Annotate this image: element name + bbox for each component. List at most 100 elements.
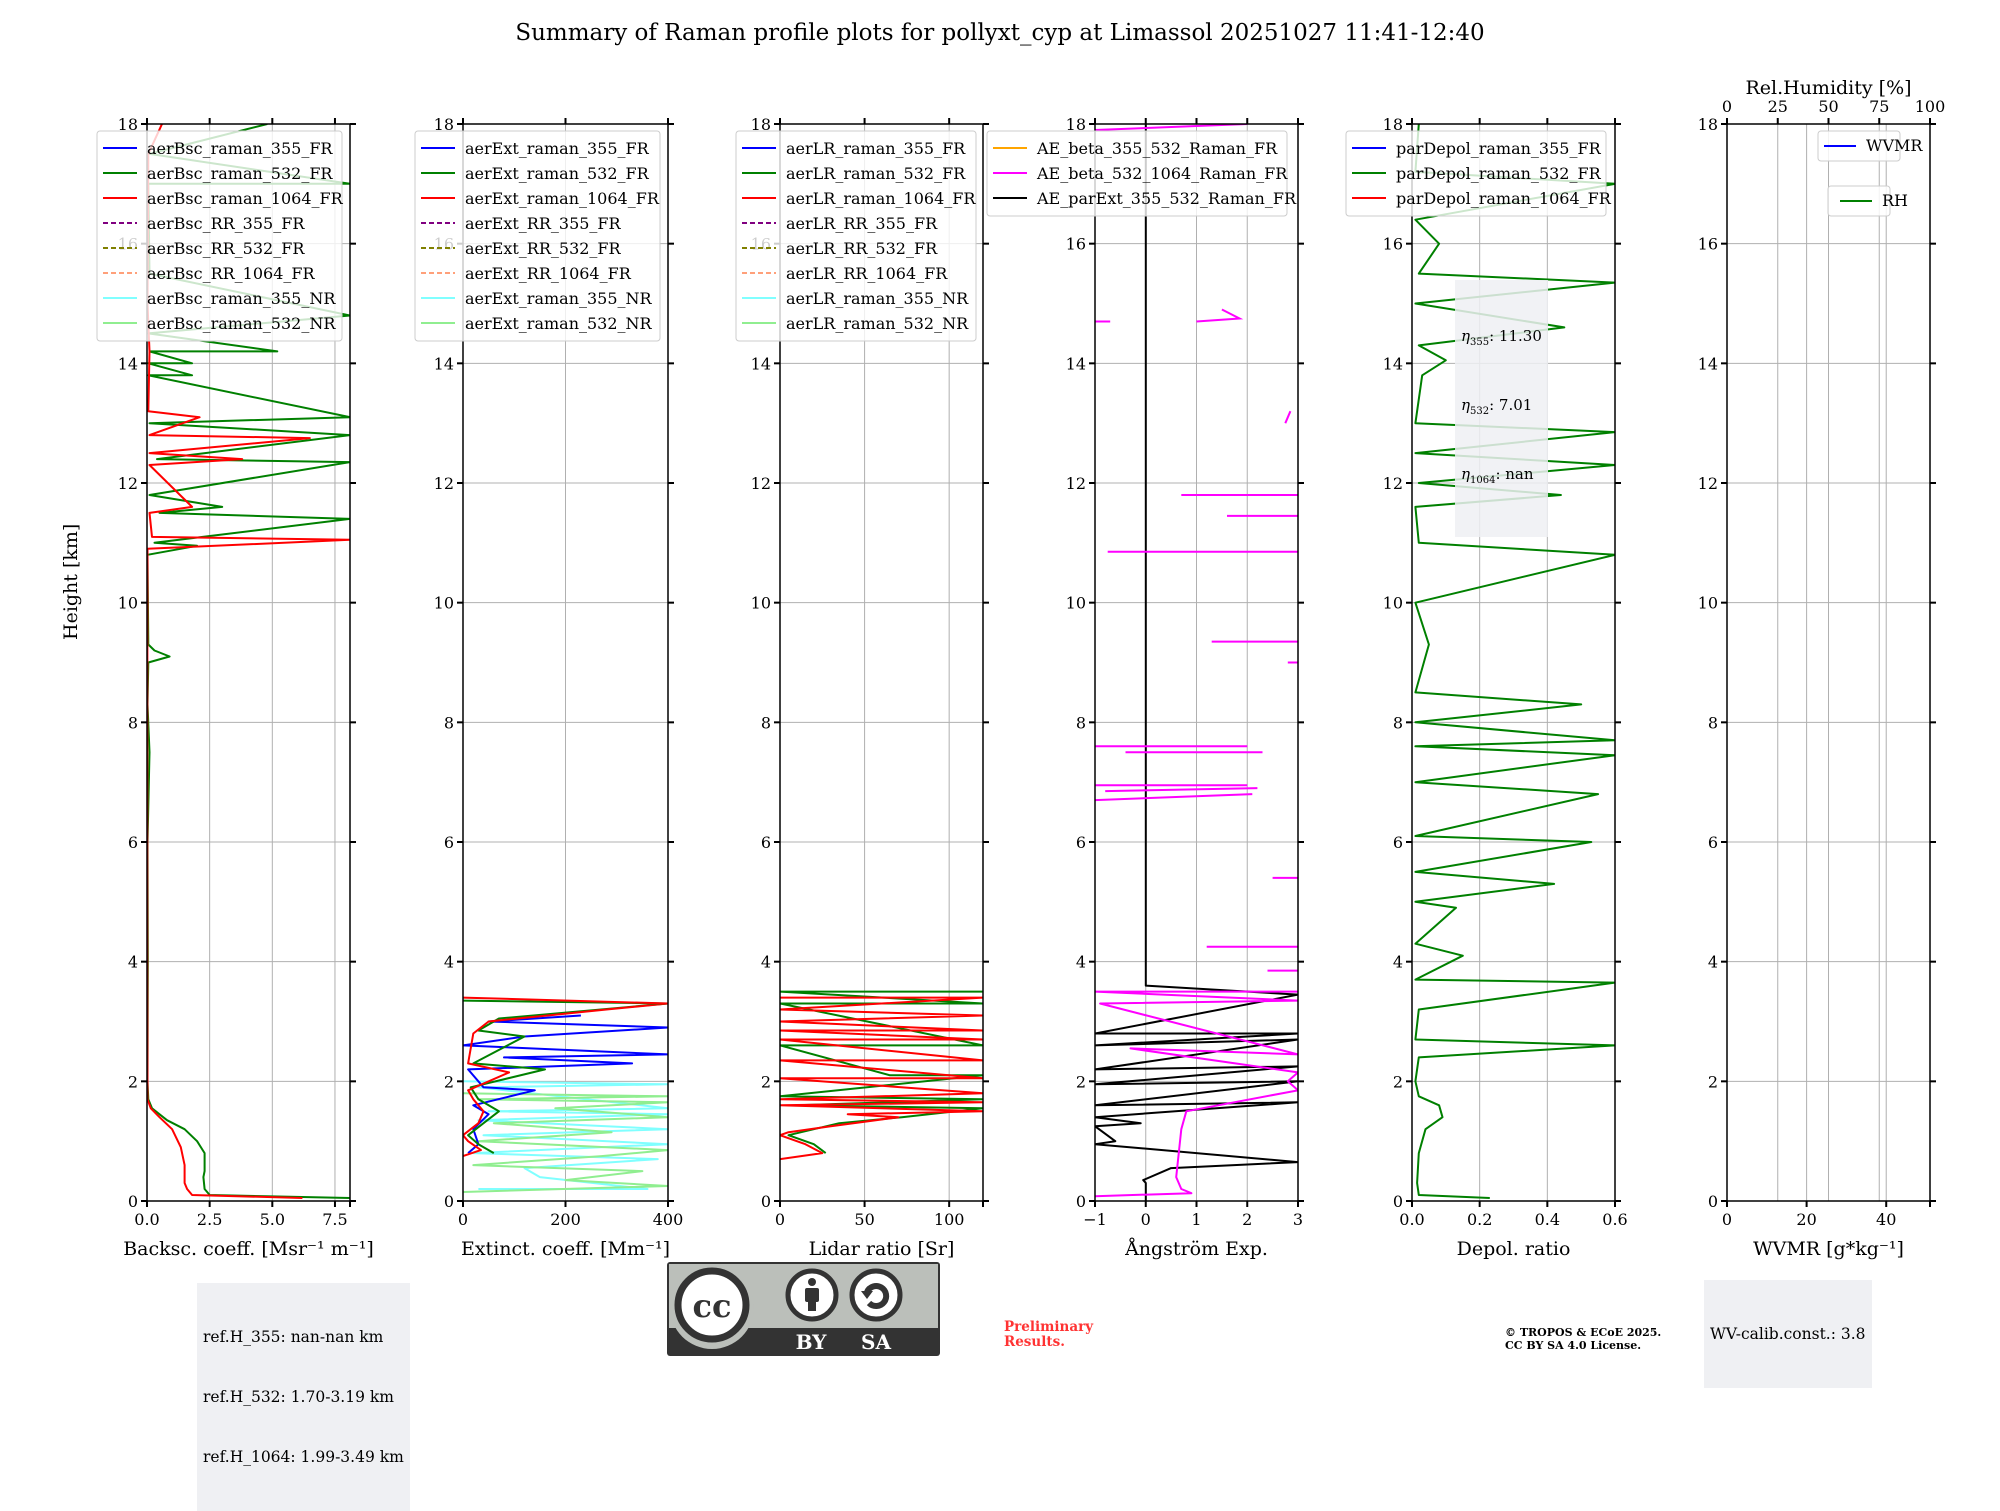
y-tick-label: 10 bbox=[118, 594, 138, 613]
y-tick-label: 12 bbox=[118, 474, 138, 493]
y-tick-label: 0 bbox=[128, 1192, 138, 1211]
series-segment bbox=[1196, 308, 1244, 323]
by-label: BY bbox=[796, 1330, 828, 1354]
y-tick-label: 14 bbox=[118, 354, 138, 373]
ref-height-355: ref.H_355: nan-nan km bbox=[203, 1328, 384, 1346]
x-tick-label: 0 bbox=[775, 1210, 785, 1229]
top-x-tick-label: 75 bbox=[1869, 97, 1889, 116]
legend-label: aerExt_RR_532_FR bbox=[465, 239, 622, 258]
y-tick-label: 6 bbox=[444, 833, 454, 852]
y-tick-label: 18 bbox=[751, 115, 771, 134]
legend-label: aerLR_raman_355_FR bbox=[786, 139, 966, 158]
x-tick-label: 0.2 bbox=[1467, 1210, 1492, 1229]
y-tick-label: 4 bbox=[1708, 953, 1718, 972]
y-tick-label: 10 bbox=[434, 594, 454, 613]
x-tick-label: 0.6 bbox=[1602, 1210, 1627, 1229]
x-tick-label: 0.4 bbox=[1535, 1210, 1560, 1229]
y-tick-label: 14 bbox=[1698, 354, 1718, 373]
legend-bsc: aerBsc_raman_355_FR aerBsc_raman_532_FRae… bbox=[96, 130, 344, 342]
series-group bbox=[463, 996, 668, 1193]
top-x-tick-label: 25 bbox=[1768, 97, 1788, 116]
y-tick-label: 18 bbox=[1383, 115, 1403, 134]
legend-label: aerBsc_RR_1064_FR bbox=[147, 264, 316, 283]
legend-label: aerExt_RR_1064_FR bbox=[465, 264, 632, 283]
sa-label: SA bbox=[861, 1330, 891, 1354]
legend-box bbox=[1817, 130, 1901, 162]
y-tick-label: 8 bbox=[1708, 713, 1718, 732]
legend-label: AE_beta_355_532_Raman_FR bbox=[1036, 139, 1278, 158]
panel-ext: 0246810121416180200400Extinct. coeff. [M… bbox=[414, 115, 683, 1260]
legend-lr: aerLR_raman_355_FR aerLR_raman_532_FR aerL… bbox=[735, 130, 977, 342]
y-tick-label: 12 bbox=[1383, 474, 1403, 493]
legend-label: RH bbox=[1882, 191, 1908, 210]
preliminary-note: Preliminary Results. bbox=[1004, 1320, 1093, 1350]
x-tick-label: 40 bbox=[1876, 1210, 1896, 1229]
y-tick-label: 0 bbox=[1076, 1192, 1086, 1211]
series-segment bbox=[1095, 124, 1248, 131]
legend-label: aerExt_raman_355_NR bbox=[465, 289, 653, 308]
legend-label: aerExt_raman_1064_FR bbox=[465, 189, 660, 208]
y-tick-label: 12 bbox=[434, 474, 454, 493]
y-tick-label: 4 bbox=[761, 953, 771, 972]
y-tick-label: 4 bbox=[128, 953, 138, 972]
eta-1064: η1064: nan bbox=[1461, 465, 1534, 486]
x-tick-label: 0.0 bbox=[134, 1210, 159, 1229]
figure: Summary of Raman profile plots for polly… bbox=[60, 20, 1946, 1511]
x-tick-label: 0 bbox=[458, 1210, 468, 1229]
legend-label: aerBsc_RR_532_FR bbox=[147, 239, 305, 258]
y-tick-label: 14 bbox=[434, 354, 454, 373]
ref-height-1064: ref.H_1064: 1.99-3.49 km bbox=[203, 1448, 404, 1466]
cc-by-sa-badge: cc BY SA bbox=[667, 1262, 940, 1356]
x-tick-label: 200 bbox=[550, 1210, 581, 1229]
y-tick-label: 2 bbox=[1708, 1072, 1718, 1091]
y-tick-label: 8 bbox=[761, 713, 771, 732]
legend-box bbox=[414, 130, 661, 342]
legend-label: AE_parExt_355_532_Raman_FR bbox=[1036, 189, 1297, 208]
y-tick-label: 12 bbox=[1698, 474, 1718, 493]
y-tick-label: 16 bbox=[1383, 235, 1403, 254]
x-tick-label: −1 bbox=[1083, 1210, 1107, 1229]
y-tick-label: 12 bbox=[1066, 474, 1086, 493]
y-tick-label: 8 bbox=[1076, 713, 1086, 732]
y-tick-label: 10 bbox=[1383, 594, 1403, 613]
y-tick-label: 0 bbox=[444, 1192, 454, 1211]
legend-label: AE_beta_532_1064_Raman_FR bbox=[1036, 164, 1288, 183]
by-attribution-icon bbox=[785, 1268, 839, 1322]
y-tick-label: 10 bbox=[1066, 594, 1086, 613]
series-segment bbox=[1284, 410, 1292, 424]
y-tick-label: 8 bbox=[128, 713, 138, 732]
top-x-tick-label: 100 bbox=[1915, 97, 1946, 116]
y-tick-label: 2 bbox=[1393, 1072, 1403, 1091]
y-tick-label: 18 bbox=[1698, 115, 1718, 134]
legend-label: parDepol_raman_532_FR bbox=[1396, 164, 1602, 183]
series-line-aerBsc_raman_532_FR bbox=[147, 124, 350, 1199]
sa-share-alike-icon bbox=[849, 1268, 903, 1322]
x-tick-label: 1 bbox=[1191, 1210, 1201, 1229]
series-line-parDepol_raman_532_FR bbox=[1414, 124, 1615, 1199]
y-tick-label: 8 bbox=[1393, 713, 1403, 732]
x-tick-label: 50 bbox=[854, 1210, 874, 1229]
y-tick-label: 18 bbox=[1066, 115, 1086, 134]
eta-532: η532: 7.01 bbox=[1461, 396, 1533, 417]
x-tick-label: 3 bbox=[1293, 1210, 1303, 1229]
legend-ext: aerExt_raman_355_FR aerExt_raman_532_FRae… bbox=[414, 130, 661, 342]
legend-label: WVMR bbox=[1866, 136, 1923, 155]
y-tick-label: 2 bbox=[444, 1072, 454, 1091]
series-line-aerBsc_raman_1064_FR bbox=[147, 124, 350, 1199]
series-line-aerExt_raman_532_NR bbox=[463, 1092, 668, 1193]
x-tick-label: 2.5 bbox=[197, 1210, 222, 1229]
y-tick-label: 14 bbox=[1383, 354, 1403, 373]
y-tick-label: 16 bbox=[1066, 235, 1086, 254]
series-line-AE_beta_532_1064_Raman_FR bbox=[1095, 990, 1298, 1198]
y-tick-label: 0 bbox=[761, 1192, 771, 1211]
copyright-line2: CC BY SA 4.0 License. bbox=[1505, 1339, 1642, 1352]
legend-box bbox=[1345, 130, 1607, 217]
top-axis-label: Rel.Humidity [%] bbox=[1745, 77, 1911, 99]
series-group bbox=[780, 990, 983, 1161]
eta-box: η355: 11.30 η532: 7.01 η1064: nan bbox=[1455, 280, 1548, 537]
y-tick-label: 8 bbox=[444, 713, 454, 732]
eta-355: η355: 11.30 bbox=[1461, 327, 1542, 348]
